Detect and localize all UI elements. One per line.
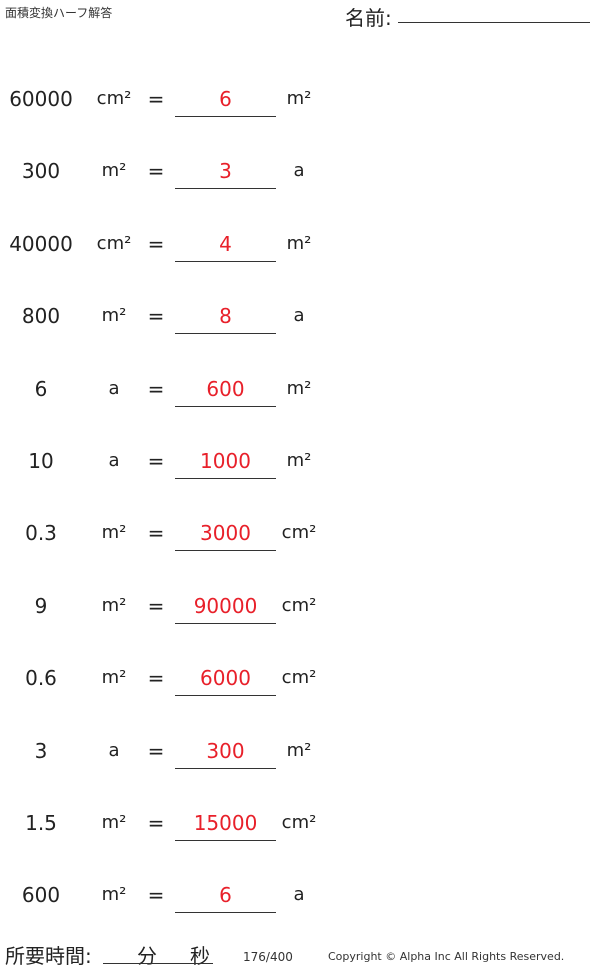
- problem-value: 1.5: [25, 811, 57, 835]
- problem-row: 6 a = 600 m²: [0, 374, 600, 407]
- problem-row: 0.6 m² = 6000 cm²: [0, 663, 600, 697]
- name-label: 名前:: [345, 6, 392, 30]
- equals-sign: =: [147, 521, 165, 546]
- equals-sign: =: [147, 811, 165, 835]
- problem-row: 9 m² = 90000 cm²: [0, 591, 600, 624]
- problem-row: 600 m² = 6 a: [0, 880, 600, 914]
- answer-field[interactable]: 90000: [175, 591, 276, 624]
- answer-field[interactable]: 6000: [175, 663, 276, 697]
- time-label: 所要時間:: [5, 944, 92, 968]
- seconds-label: 秒: [190, 944, 210, 968]
- to-unit: a: [293, 160, 305, 182]
- copyright: Copyright © Alpha Inc All Rights Reserve…: [328, 950, 565, 963]
- problem-row: 60000 cm² = 6 m²: [0, 84, 600, 117]
- answer-field[interactable]: 15000: [175, 808, 276, 841]
- problem-row: 40000 cm² = 4 m²: [0, 229, 600, 262]
- worksheet-title: 面積変換ハーフ解答: [5, 6, 113, 20]
- problem-row: 0.3 m² = 3000 cm²: [0, 518, 600, 552]
- to-unit: m²: [286, 377, 312, 399]
- to-unit: m²: [286, 232, 312, 254]
- from-unit: m²: [101, 884, 127, 906]
- to-unit: m²: [286, 739, 312, 761]
- equals-sign: =: [147, 666, 165, 691]
- equals-sign: =: [147, 449, 165, 473]
- from-unit: a: [108, 739, 120, 761]
- time-field[interactable]: [103, 963, 213, 964]
- equals-sign: =: [147, 376, 165, 401]
- from-unit: m²: [101, 594, 127, 616]
- from-unit: a: [108, 377, 120, 399]
- answer-field[interactable]: 600: [175, 374, 276, 407]
- problem-row: 3 a = 300 m²: [0, 736, 600, 769]
- equals-sign: =: [147, 304, 165, 329]
- problem-value: 60000: [9, 87, 73, 111]
- from-unit: cm²: [96, 88, 132, 109]
- to-unit: cm²: [281, 594, 317, 616]
- problem-value: 600: [21, 883, 61, 908]
- equals-sign: =: [147, 231, 165, 256]
- minutes-label: 分: [137, 944, 157, 968]
- problem-row: 300 m² = 3 a: [0, 156, 600, 190]
- name-field[interactable]: [398, 22, 590, 23]
- answer-field[interactable]: 6: [175, 84, 276, 117]
- answer-field[interactable]: 300: [175, 736, 276, 769]
- from-unit: cm²: [96, 232, 132, 254]
- problem-value: 40000: [9, 231, 73, 256]
- problem-value: 9: [34, 593, 48, 618]
- from-unit: m²: [101, 667, 127, 689]
- equals-sign: =: [147, 883, 165, 908]
- problem-row: 1.5 m² = 15000 cm²: [0, 808, 600, 841]
- problem-value: 300: [21, 159, 61, 184]
- to-unit: cm²: [281, 522, 317, 544]
- problem-row: 800 m² = 8 a: [0, 301, 600, 335]
- problem-value: 6: [34, 376, 48, 401]
- to-unit: m²: [286, 88, 312, 109]
- to-unit: cm²: [281, 812, 317, 833]
- from-unit: m²: [101, 522, 127, 544]
- page-number: 176/400: [243, 950, 293, 964]
- problem-value: 0.3: [25, 521, 57, 546]
- answer-field[interactable]: 4: [175, 229, 276, 262]
- equals-sign: =: [147, 159, 165, 184]
- problem-row: 10 a = 1000 m²: [0, 446, 600, 479]
- answer-field[interactable]: 8: [175, 301, 276, 335]
- to-unit: a: [293, 305, 305, 327]
- answer-field[interactable]: 3000: [175, 518, 276, 552]
- answer-field[interactable]: 6: [175, 880, 276, 914]
- equals-sign: =: [147, 87, 165, 111]
- from-unit: m²: [101, 812, 127, 833]
- problem-value: 800: [21, 304, 61, 329]
- to-unit: m²: [286, 450, 312, 471]
- problem-value: 3: [34, 738, 48, 763]
- to-unit: a: [293, 884, 305, 906]
- answer-field[interactable]: 3: [175, 156, 276, 190]
- equals-sign: =: [147, 593, 165, 618]
- problem-value: 10: [28, 449, 54, 473]
- equals-sign: =: [147, 738, 165, 763]
- to-unit: cm²: [281, 667, 317, 689]
- answer-field[interactable]: 1000: [175, 446, 276, 479]
- from-unit: a: [108, 450, 120, 471]
- problem-value: 0.6: [25, 666, 57, 691]
- from-unit: m²: [101, 305, 127, 327]
- from-unit: m²: [101, 160, 127, 182]
